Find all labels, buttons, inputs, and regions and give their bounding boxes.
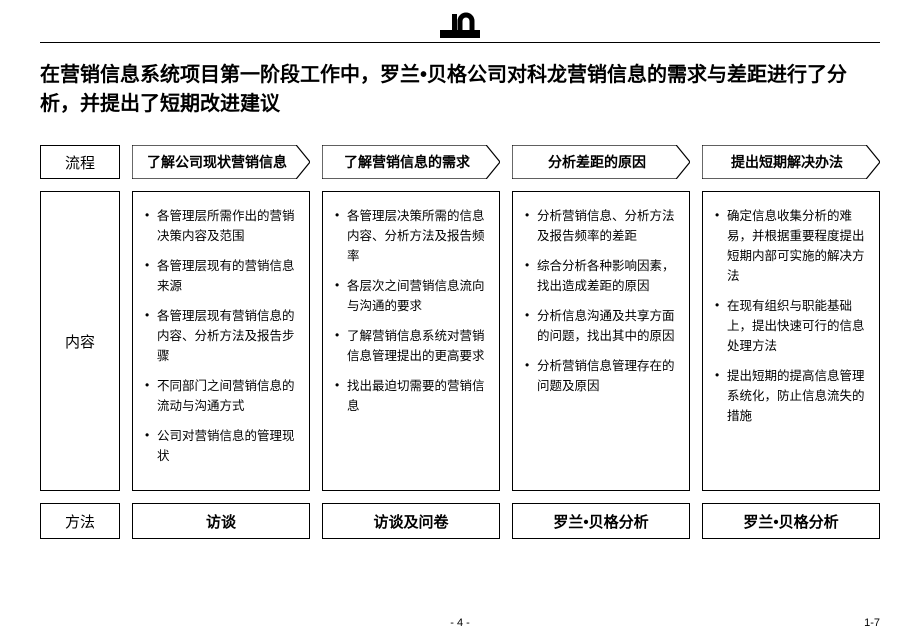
content-col-3: 分析营销信息、分析方法及报告频率的差距综合分析各种影响因素，找出造成差距的原因分… <box>512 191 690 491</box>
list-item: 提出短期的提高信息管理系统化，防止信息流失的措施 <box>711 366 869 426</box>
list-item: 各管理层现有营销信息的内容、分析方法及报告步骤 <box>141 306 299 366</box>
logo <box>40 0 880 38</box>
method-col-3: 罗兰•贝格分析 <box>512 503 690 539</box>
list-item: 各管理层决策所需的信息内容、分析方法及报告频率 <box>331 206 489 266</box>
process-step-1-label: 了解公司现状营销信息 <box>132 145 310 179</box>
list-item: 各管理层现有的营销信息来源 <box>141 256 299 296</box>
process-grid: 流程 了解公司现状营销信息 了解营销信息的需求 分析差距的原因 提出短期解决办法… <box>40 145 880 539</box>
process-step-2: 了解营销信息的需求 <box>322 145 500 179</box>
content-col-1: 各管理层所需作出的营销决策内容及范围各管理层现有的营销信息来源各管理层现有营销信… <box>132 191 310 491</box>
footer: - 4 - 1-7 <box>0 617 920 629</box>
method-col-1: 访谈 <box>132 503 310 539</box>
list-item: 各层次之间营销信息流向与沟通的要求 <box>331 276 489 316</box>
list-item: 综合分析各种影响因素，找出造成差距的原因 <box>521 256 679 296</box>
process-step-3: 分析差距的原因 <box>512 145 690 179</box>
row-label-process: 流程 <box>40 145 120 179</box>
row-label-content: 内容 <box>40 191 120 491</box>
list-item: 各管理层所需作出的营销决策内容及范围 <box>141 206 299 246</box>
process-step-4-label: 提出短期解决办法 <box>702 145 880 179</box>
top-divider <box>40 42 880 43</box>
row-label-method: 方法 <box>40 503 120 539</box>
method-col-2: 访谈及问卷 <box>322 503 500 539</box>
list-item: 分析营销信息、分析方法及报告频率的差距 <box>521 206 679 246</box>
list-item: 分析营销信息管理存在的问题及原因 <box>521 356 679 396</box>
slide-title: 在营销信息系统项目第一阶段工作中，罗兰•贝格公司对科龙营销信息的需求与差距进行了… <box>40 61 880 119</box>
content-col-4: 确定信息收集分析的难易，并根据重要程度提出短期内部可实施的解决方法在现有组织与职… <box>702 191 880 491</box>
list-item: 了解营销信息系统对营销信息管理提出的更高要求 <box>331 326 489 366</box>
list-item: 找出最迫切需要的营销信息 <box>331 376 489 416</box>
list-item: 公司对营销信息的管理现状 <box>141 426 299 466</box>
process-step-1: 了解公司现状营销信息 <box>132 145 310 179</box>
content-col-2: 各管理层决策所需的信息内容、分析方法及报告频率各层次之间营销信息流向与沟通的要求… <box>322 191 500 491</box>
method-col-4: 罗兰•贝格分析 <box>702 503 880 539</box>
footer-center: - 4 - <box>0 617 920 629</box>
list-item: 确定信息收集分析的难易，并根据重要程度提出短期内部可实施的解决方法 <box>711 206 869 286</box>
process-step-3-label: 分析差距的原因 <box>512 145 690 179</box>
list-item: 分析信息沟通及共享方面的问题，找出其中的原因 <box>521 306 679 346</box>
list-item: 不同部门之间营销信息的流动与沟通方式 <box>141 376 299 416</box>
process-step-2-label: 了解营销信息的需求 <box>322 145 500 179</box>
list-item: 在现有组织与职能基础上，提出快速可行的信息处理方法 <box>711 296 869 356</box>
process-step-4: 提出短期解决办法 <box>702 145 880 179</box>
